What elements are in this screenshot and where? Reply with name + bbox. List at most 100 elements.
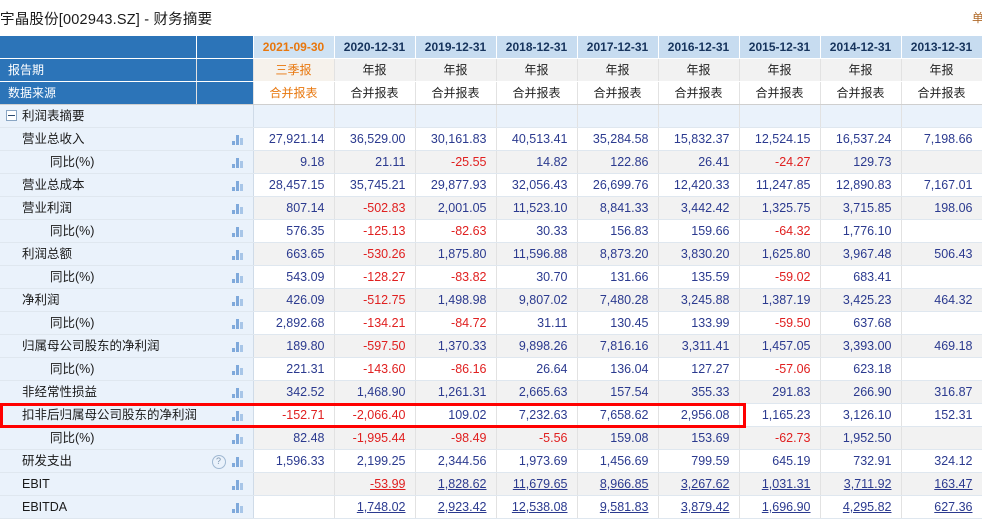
table-row[interactable]: 同比(%) 82.48 -1,995.44 -98.49 -5.56 159.08 153.… bbox=[0, 426, 982, 450]
table-row[interactable]: 营业总收入 27,921.14 36,529.00 30,161.83 40,513.4… bbox=[0, 127, 982, 151]
row-label[interactable]: 营业总成本 bbox=[0, 173, 196, 197]
table-row[interactable]: EBIT -53.99 1,828.62 11,679.65 8,966.85 3,267… bbox=[0, 472, 982, 496]
section-row-income-statement[interactable]: 利润表摘要 bbox=[0, 104, 982, 128]
column-header-date-7[interactable]: 2014-12-31 bbox=[820, 36, 902, 59]
header-icon-cell bbox=[196, 36, 254, 59]
bar-chart-icon[interactable] bbox=[231, 226, 243, 237]
row-label[interactable]: 同比(%) bbox=[0, 311, 196, 335]
row-label[interactable]: 净利润 bbox=[0, 288, 196, 312]
cell-value: 30.33 bbox=[496, 219, 578, 243]
help-question-icon[interactable]: ? bbox=[211, 454, 226, 469]
row-label[interactable]: 同比(%) bbox=[0, 357, 196, 381]
cell-value bbox=[253, 472, 335, 496]
column-header-date-1[interactable]: 2020-12-31 bbox=[334, 36, 416, 59]
bar-chart-icon[interactable] bbox=[231, 249, 243, 260]
cell-value: -125.13 bbox=[334, 219, 416, 243]
bar-chart-icon[interactable] bbox=[231, 410, 243, 421]
column-header-date-8[interactable]: 2013-12-31 bbox=[901, 36, 982, 59]
row-label[interactable]: 同比(%) bbox=[0, 150, 196, 174]
cell-value: 7,480.28 bbox=[577, 288, 659, 312]
cell-value: -57.06 bbox=[739, 357, 821, 381]
row-label[interactable]: 利润总额 bbox=[0, 242, 196, 266]
cell-value: 30,161.83 bbox=[415, 127, 497, 151]
column-header-date-6[interactable]: 2015-12-31 bbox=[739, 36, 821, 59]
bar-chart-icon[interactable] bbox=[231, 295, 243, 306]
header-icon-cell-2 bbox=[196, 58, 254, 82]
table-row[interactable]: 净利润 426.09 -512.75 1,498.98 9,807.02 7,480.28… bbox=[0, 288, 982, 312]
cell-value: 1,387.19 bbox=[739, 288, 821, 312]
table-row[interactable]: 同比(%) 221.31 -143.60 -86.16 26.64 136.04 127.2… bbox=[0, 357, 982, 381]
row-label[interactable]: 同比(%) bbox=[0, 426, 196, 450]
cell-value: 3,311.41 bbox=[658, 334, 740, 358]
table-row[interactable]: 同比(%) 576.35 -125.13 -82.63 30.33 156.83 159.6… bbox=[0, 219, 982, 243]
bar-chart-icon[interactable] bbox=[231, 387, 243, 398]
column-source-3: 合并报表 bbox=[496, 81, 578, 105]
cell-value: 109.02 bbox=[415, 403, 497, 427]
row-label[interactable]: 营业总收入 bbox=[0, 127, 196, 151]
table-row[interactable]: 营业利润 807.14 -502.83 2,001.05 11,523.10 8,841.… bbox=[0, 196, 982, 220]
row-label[interactable]: 研发支出 bbox=[0, 449, 196, 473]
cell-value: -2,066.40 bbox=[334, 403, 416, 427]
collapse-expand-icon[interactable] bbox=[6, 110, 17, 122]
bar-chart-icon[interactable] bbox=[231, 479, 243, 490]
cell-value: 637.68 bbox=[820, 311, 902, 335]
cell-value: 3,715.85 bbox=[820, 196, 902, 220]
cell-value bbox=[901, 219, 982, 243]
cell-value: 130.45 bbox=[577, 311, 659, 335]
table-row[interactable]: 非经常性损益 342.52 1,468.90 1,261.31 2,665.63 157.… bbox=[0, 380, 982, 404]
row-label[interactable]: 归属母公司股东的净利润 bbox=[0, 334, 196, 358]
row-label[interactable]: EBITDA bbox=[0, 495, 196, 519]
table-row[interactable]: 同比(%) 9.18 21.11 -25.55 14.82 122.86 26.41 -24.… bbox=[0, 150, 982, 174]
column-header-date-5[interactable]: 2016-12-31 bbox=[658, 36, 740, 59]
column-period-6: 年报 bbox=[739, 58, 821, 82]
row-label[interactable]: 扣非后归属母公司股东的净利润 bbox=[0, 403, 196, 427]
bar-chart-icon[interactable] bbox=[231, 134, 243, 145]
section-label[interactable]: 利润表摘要 bbox=[0, 104, 196, 128]
cell-value: 1,325.75 bbox=[739, 196, 821, 220]
table-row[interactable]: 利润总额 663.65 -530.26 1,875.80 11,596.88 8,873.… bbox=[0, 242, 982, 266]
cell-value: -59.02 bbox=[739, 265, 821, 289]
bar-chart-icon[interactable] bbox=[231, 157, 243, 168]
cell-value: 12,420.33 bbox=[658, 173, 740, 197]
column-period-3: 年报 bbox=[496, 58, 578, 82]
table-row[interactable]: 同比(%) 543.09 -128.27 -83.82 30.70 131.66 135.5… bbox=[0, 265, 982, 289]
column-header-date-3[interactable]: 2018-12-31 bbox=[496, 36, 578, 59]
cell-value: 2,665.63 bbox=[496, 380, 578, 404]
cell-value: 291.83 bbox=[739, 380, 821, 404]
table-row[interactable]: 研发支出? 1,596.33 2,199.25 2,344.56 1,973.69 1,4… bbox=[0, 449, 982, 473]
bar-chart-icon[interactable] bbox=[231, 272, 243, 283]
table-row[interactable]: 营业总成本 28,457.15 35,745.21 29,877.93 32,056.4… bbox=[0, 173, 982, 197]
column-header-date-2[interactable]: 2019-12-31 bbox=[415, 36, 497, 59]
cell-value bbox=[901, 150, 982, 174]
cell-value: 16,537.24 bbox=[820, 127, 902, 151]
row-label[interactable]: EBIT bbox=[0, 472, 196, 496]
bar-chart-icon[interactable] bbox=[231, 318, 243, 329]
cell-value: 127.27 bbox=[658, 357, 740, 381]
bar-chart-icon[interactable] bbox=[231, 180, 243, 191]
bar-chart-icon[interactable] bbox=[231, 502, 243, 513]
row-label[interactable]: 同比(%) bbox=[0, 219, 196, 243]
bar-chart-icon[interactable] bbox=[231, 203, 243, 214]
corner-note: 单 bbox=[972, 11, 982, 25]
bar-chart-icon[interactable] bbox=[231, 456, 243, 467]
bar-chart-icon[interactable] bbox=[231, 433, 243, 444]
column-header-date-4[interactable]: 2017-12-31 bbox=[577, 36, 659, 59]
row-icon-cell: ? bbox=[196, 449, 254, 473]
table-row[interactable]: 扣非后归属母公司股东的净利润 -152.71 -2,066.40 109.02 7,23… bbox=[0, 403, 982, 427]
table-row[interactable]: 归属母公司股东的净利润 189.80 -597.50 1,370.33 9,898.26… bbox=[0, 334, 982, 358]
bar-chart-icon[interactable] bbox=[231, 341, 243, 352]
section-empty-cell-8 bbox=[901, 104, 982, 128]
cell-value: 9.18 bbox=[253, 150, 335, 174]
column-period-4: 年报 bbox=[577, 58, 659, 82]
bar-chart-icon[interactable] bbox=[231, 364, 243, 375]
row-label[interactable]: 非经常性损益 bbox=[0, 380, 196, 404]
column-header-date-0[interactable]: 2021-09-30 bbox=[253, 36, 335, 59]
row-label[interactable]: 同比(%) bbox=[0, 265, 196, 289]
table-row[interactable]: 同比(%) 2,892.68 -134.21 -84.72 31.11 130.45 133… bbox=[0, 311, 982, 335]
column-period-5: 年报 bbox=[658, 58, 740, 82]
table-body: 利润表摘要 营业总收入 27,921.14 36,529.00 30,161.83 40,… bbox=[0, 104, 982, 519]
row-label[interactable]: 营业利润 bbox=[0, 196, 196, 220]
table-row[interactable]: EBITDA 1,748.02 2,923.42 12,538.08 9,581.83 3… bbox=[0, 495, 982, 519]
cell-value: 506.43 bbox=[901, 242, 982, 266]
cell-value: 40,513.41 bbox=[496, 127, 578, 151]
